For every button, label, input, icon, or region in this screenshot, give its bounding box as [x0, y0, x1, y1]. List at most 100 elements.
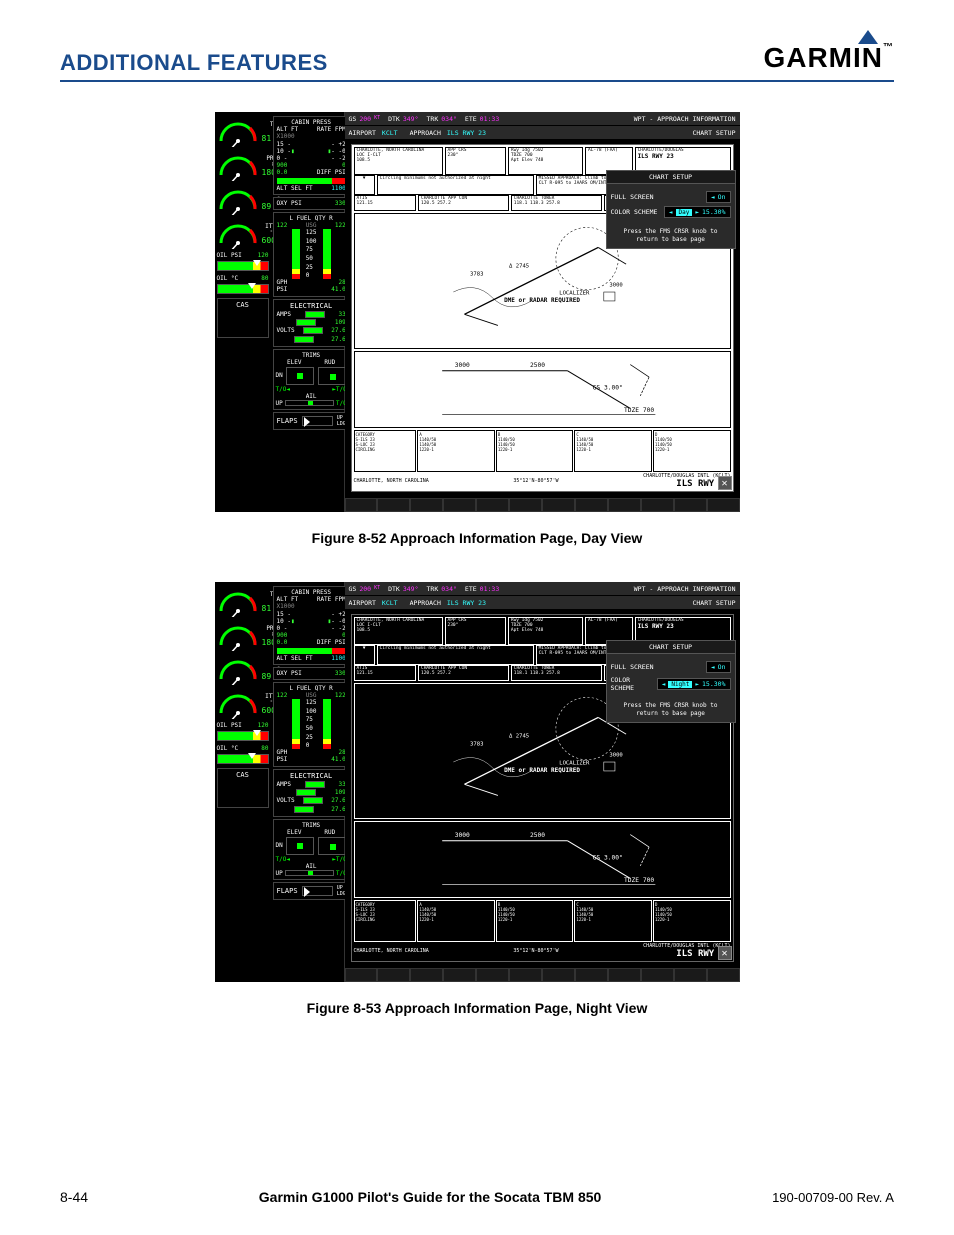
profile-view: 3000 2500 GS 3.00° TDZE 700	[354, 821, 731, 898]
svg-text:TDZE 700: TDZE 700	[624, 407, 654, 414]
softkey-2[interactable]	[410, 498, 443, 512]
softkey-10[interactable]	[674, 968, 707, 982]
softkey-9[interactable]	[641, 968, 674, 982]
svg-text:LOCALIZER: LOCALIZER	[559, 290, 590, 296]
svg-text:3000: 3000	[454, 832, 469, 839]
page-number: 8-44	[60, 1189, 88, 1205]
color-scheme-row[interactable]: COLOR SCHEME ◄Day►15.30%	[611, 206, 731, 218]
softkey-3[interactable]	[443, 498, 476, 512]
softkey-9[interactable]	[641, 498, 674, 512]
oil-psi-strip: OIL PSI120	[217, 722, 269, 743]
softkey-1[interactable]	[377, 498, 410, 512]
figure-caption: Figure 8-52 Approach Information Page, D…	[312, 530, 643, 546]
chart-zone: CHARLOTTE, NORTH CAROLINALOC I-CLT108.5 …	[345, 140, 740, 512]
page-footer: 8-44 Garmin G1000 Pilot's Guide for the …	[60, 1189, 894, 1205]
full-screen-row[interactable]: FULL SCREEN ◄On	[611, 191, 731, 203]
softkey-5[interactable]	[509, 498, 542, 512]
mfd-display: TRQ % 81.6 PROP RPM 1800	[215, 112, 740, 512]
color-scheme-row[interactable]: COLOR SCHEME ◄Night►15.30%	[611, 676, 731, 692]
softkey-11[interactable]	[707, 498, 740, 512]
nav-status-bar: GS200KT DTK349° TRK034° ETE01:33 WPT - A…	[345, 112, 740, 126]
softkey-0[interactable]	[345, 968, 378, 982]
nav-status-bar: GS200KT DTK349° TRK034° ETE01:33 WPT - A…	[345, 582, 740, 596]
gauge-ng: NG % 89.0	[217, 185, 269, 215]
garmin-logo: GARMIN™	[763, 30, 894, 76]
oxy-block: OXY PSI330	[273, 197, 350, 210]
gauge-itt: ITT °C 600	[217, 219, 269, 249]
fuel-block: L FUEL QTY R 122USG122 1251007550250 GPH…	[273, 212, 350, 297]
softkey-2[interactable]	[410, 968, 443, 982]
gauge-prop: PROP RPM 1800	[217, 621, 269, 651]
softkey-5[interactable]	[509, 968, 542, 982]
airport-bar: AIRPORTKCLT APPROACHILS RWY 23 CHART SET…	[345, 596, 740, 610]
svg-text:3783: 3783	[470, 741, 483, 747]
trims-block: TRIMS ELEVRUD DN T/O◄►T/O AIL UPT/O	[273, 819, 350, 880]
gauge-itt: ITT °C 600	[217, 689, 269, 719]
cabin-press-block: CABIN PRESS ALT FTRATE FPM X1000 15 -- +…	[273, 116, 350, 195]
oil-c-strip: OIL °C80	[217, 275, 269, 296]
softkey-7[interactable]	[575, 498, 608, 512]
cabin-press-block: CABIN PRESS ALT FTRATE FPM X1000 15 -- +…	[273, 586, 350, 665]
gauge-trq: TRQ % 81.6	[217, 117, 269, 147]
chart-setup-panel: CHART SETUP FULL SCREEN ◄On COLOR SCHEME…	[606, 640, 736, 723]
gauge-prop: PROP RPM 1800	[217, 151, 269, 181]
guide-title: Garmin G1000 Pilot's Guide for the Socat…	[259, 1189, 602, 1205]
softkey-10[interactable]	[674, 498, 707, 512]
setup-help-text: Press the FMS CRSR knob toreturn to base…	[611, 702, 731, 718]
cas-block: CAS	[217, 768, 269, 808]
softkey-3[interactable]	[443, 968, 476, 982]
chart-zone: CHARLOTTE, NORTH CAROLINALOC I-CLT108.5 …	[345, 610, 740, 982]
minimums-table: CATEGORYS-ILS 23S-LOC 23CIRCLING A1140/5…	[354, 900, 731, 942]
mfd-display: TRQ % 81.6 PROP RPM 1800	[215, 582, 740, 982]
cas-block: CAS	[217, 298, 269, 338]
softkey-6[interactable]	[542, 498, 575, 512]
page-header: ADDITIONAL FEATURES GARMIN™	[60, 30, 894, 82]
fuel-block: L FUEL QTY R 122USG122 1251007550250 GPH…	[273, 682, 350, 767]
profile-view: 3000 2500 GS 3.00° TDZE 700	[354, 351, 731, 428]
gauge-ng: NG % 89.0	[217, 655, 269, 685]
softkey-0[interactable]	[345, 498, 378, 512]
garmin-wordmark: GARMIN™	[763, 42, 894, 74]
minimums-table: CATEGORYS-ILS 23S-LOC 23CIRCLING A1140/5…	[354, 430, 731, 472]
svg-text:Δ 2745: Δ 2745	[509, 264, 529, 270]
svg-text:GS 3.00°: GS 3.00°	[592, 383, 622, 391]
full-screen-row[interactable]: FULL SCREEN ◄On	[611, 661, 731, 673]
svg-text:2500: 2500	[529, 362, 544, 369]
softkey-row	[345, 498, 740, 512]
electrical-block: ELECTRICAL AMPS33 109 VOLTS27.6 27.6	[273, 769, 350, 817]
eis-panel: TRQ % 81.6 PROP RPM 1800	[215, 112, 345, 512]
softkey-row	[345, 968, 740, 982]
softkey-4[interactable]	[476, 498, 509, 512]
doc-revision: 190-00709-00 Rev. A	[772, 1190, 894, 1205]
svg-text:3000: 3000	[609, 282, 622, 288]
oil-c-strip: OIL °C80	[217, 745, 269, 766]
airport-bar: AIRPORTKCLT APPROACHILS RWY 23 CHART SET…	[345, 126, 740, 140]
svg-text:TDZE 700: TDZE 700	[624, 877, 654, 884]
flaps-block: FLAPS UPLDG	[273, 412, 350, 430]
svg-text:3000: 3000	[609, 752, 622, 758]
svg-text:GS 3.00°: GS 3.00°	[592, 853, 622, 861]
softkey-11[interactable]	[707, 968, 740, 982]
svg-text:LOCALIZER: LOCALIZER	[559, 760, 590, 766]
softkey-8[interactable]	[608, 498, 641, 512]
softkey-6[interactable]	[542, 968, 575, 982]
close-icon[interactable]: ✕	[718, 476, 732, 490]
section-title: ADDITIONAL FEATURES	[60, 50, 328, 76]
gauge-trq: TRQ % 81.6	[217, 587, 269, 617]
flaps-block: FLAPS UPLDG	[273, 882, 350, 900]
figure-block: TRQ % 81.6 PROP RPM 1800	[60, 582, 894, 1016]
figure-caption: Figure 8-53 Approach Information Page, N…	[307, 1000, 648, 1016]
softkey-8[interactable]	[608, 968, 641, 982]
softkey-4[interactable]	[476, 968, 509, 982]
eis-panel: TRQ % 81.6 PROP RPM 1800	[215, 582, 345, 982]
svg-text:3783: 3783	[470, 271, 483, 277]
chart-setup-panel: CHART SETUP FULL SCREEN ◄On COLOR SCHEME…	[606, 170, 736, 249]
softkey-7[interactable]	[575, 968, 608, 982]
setup-title: CHART SETUP	[607, 641, 735, 654]
mfd-main: GS200KT DTK349° TRK034° ETE01:33 WPT - A…	[345, 112, 740, 512]
softkey-1[interactable]	[377, 968, 410, 982]
mfd-main: GS200KT DTK349° TRK034° ETE01:33 WPT - A…	[345, 582, 740, 982]
close-icon[interactable]: ✕	[718, 946, 732, 960]
trims-block: TRIMS ELEVRUD DN T/O◄►T/O AIL UPT/O	[273, 349, 350, 410]
oxy-block: OXY PSI330	[273, 667, 350, 680]
